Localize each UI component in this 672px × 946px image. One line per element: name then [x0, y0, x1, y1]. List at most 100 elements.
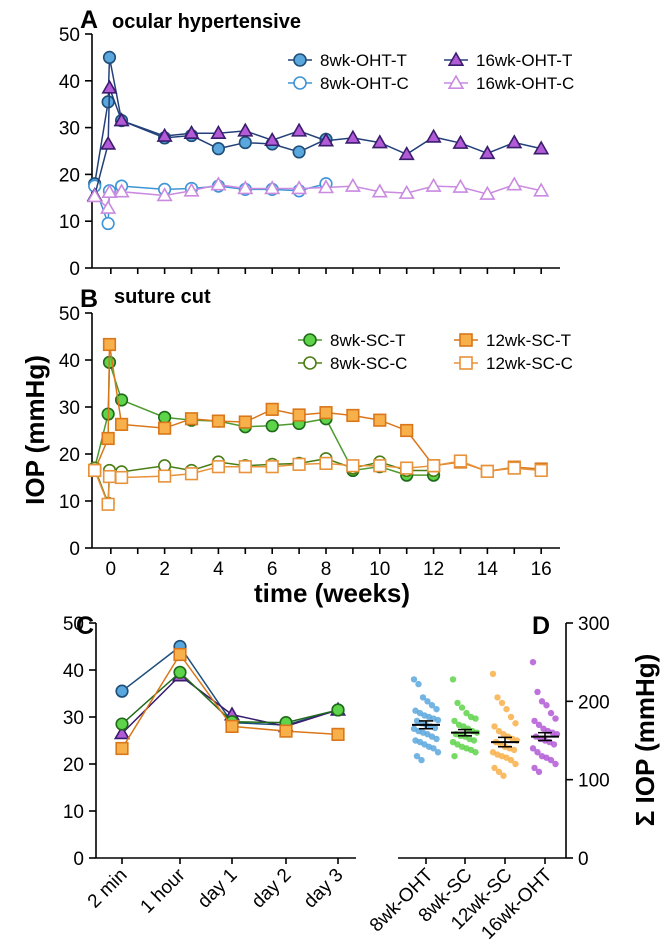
data-point: [102, 50, 117, 65]
panel-a-y-axis-tick-label: 40: [59, 72, 80, 93]
data-point: [265, 402, 279, 416]
panel-b-y-axis-tick-label: 0: [69, 539, 80, 560]
x-axis-title: time (weeks): [254, 578, 410, 608]
data-point: [237, 180, 254, 195]
data-point: [238, 135, 252, 150]
data-point: [458, 704, 466, 711]
data-point: [115, 717, 129, 731]
data-point: [211, 460, 226, 474]
data-point: [500, 772, 507, 779]
legend-marker: [303, 333, 317, 347]
legend-marker: [303, 356, 317, 370]
data-point: [425, 128, 442, 143]
data-point: [547, 709, 555, 717]
data-point: [101, 79, 118, 94]
data-point: [531, 717, 538, 725]
data-point: [534, 749, 541, 756]
data-point: [101, 216, 115, 231]
data-point: [451, 717, 458, 725]
data-point: [449, 676, 457, 683]
data-point: [453, 454, 468, 468]
panel-a-y-axis-tick-label: 10: [59, 212, 80, 233]
data-point: [506, 176, 523, 191]
panel-d-label: D: [532, 612, 550, 640]
data-point: [86, 188, 103, 203]
series-line: [93, 57, 327, 184]
data-point: [535, 721, 543, 729]
data-point: [211, 414, 226, 428]
panel-b-title: suture cut: [114, 286, 211, 308]
panel-b-y-axis-tick-label: 30: [59, 398, 80, 419]
x-tick-label: 4: [213, 559, 224, 580]
legend-label: 16wk-OHT-C: [476, 74, 574, 93]
data-point: [210, 176, 227, 191]
data-point: [433, 735, 440, 743]
data-point: [173, 647, 187, 662]
data-point: [531, 764, 538, 772]
panel-c-y-axis-tick-label: 20: [63, 755, 84, 776]
data-point: [533, 182, 550, 197]
data-point: [115, 684, 129, 698]
data-point: [552, 760, 559, 768]
data-point: [425, 177, 442, 192]
legend-label: 12wk-SC-C: [486, 354, 573, 373]
data-point: [419, 694, 427, 701]
legend-label: 8wk-OHT-C: [320, 74, 409, 93]
panel-c-plot: 0 10 20 30 40 50 2 min 1 hour day 1 day 2 day 3: [63, 614, 356, 918]
data-point: [534, 688, 541, 696]
data-point: [225, 719, 239, 733]
panel-d-y-axis-tick-label: 200: [578, 692, 610, 713]
data-point: [543, 702, 550, 709]
data-point: [319, 456, 333, 471]
data-point: [507, 713, 515, 721]
data-point: [398, 184, 415, 199]
data-point: [100, 199, 117, 214]
panel-c-y-axis-tick-label: 40: [63, 661, 84, 682]
data-point: [538, 698, 546, 705]
panel-b-y-axis-tick-label: 40: [59, 351, 80, 372]
data-point: [400, 423, 414, 438]
data-point: [158, 469, 172, 483]
data-point: [158, 421, 172, 435]
data-point: [346, 408, 360, 423]
panel-a-title: ocular hypertensive: [112, 11, 301, 33]
x-tick-label: 16: [531, 559, 552, 580]
panel-c-y-axis-tick-label: 30: [63, 708, 84, 729]
data-point: [101, 431, 115, 446]
data-point: [319, 406, 333, 420]
panel-d-y-axis-tick-label: 100: [578, 771, 610, 792]
panel-a-y-axis-tick-label: 30: [59, 119, 80, 140]
data-point: [265, 460, 279, 474]
panel-c-label: C: [76, 612, 94, 640]
data-point: [398, 145, 415, 161]
data-point: [184, 467, 199, 481]
data-point: [400, 461, 414, 475]
data-point: [264, 180, 281, 195]
panel-d-y-axis-tick-label: 0: [578, 849, 589, 870]
data-point: [317, 132, 335, 147]
data-point: [479, 145, 496, 160]
legend-marker: [293, 76, 307, 90]
panel-a-label: A: [80, 6, 98, 34]
data-point: [552, 715, 559, 722]
x-tick-label: 1 hour: [137, 864, 190, 917]
legend-marker: [459, 356, 473, 370]
data-point: [237, 122, 254, 137]
x-tick-label: 12: [423, 559, 444, 580]
data-point: [113, 112, 130, 127]
data-point: [158, 410, 172, 424]
data-point: [264, 131, 281, 147]
panel-b-y-axis-tick-label: 20: [59, 445, 80, 466]
data-point: [156, 187, 173, 202]
data-point: [529, 745, 537, 752]
data-point: [413, 752, 421, 760]
x-tick-label: 2 min: [84, 865, 132, 913]
data-point: [292, 145, 306, 159]
data-point: [113, 183, 130, 198]
data-point: [529, 658, 537, 666]
x-tick-label: 0: [106, 559, 117, 580]
data-point: [101, 183, 118, 198]
data-point: [331, 703, 345, 717]
data-point: [534, 463, 548, 478]
